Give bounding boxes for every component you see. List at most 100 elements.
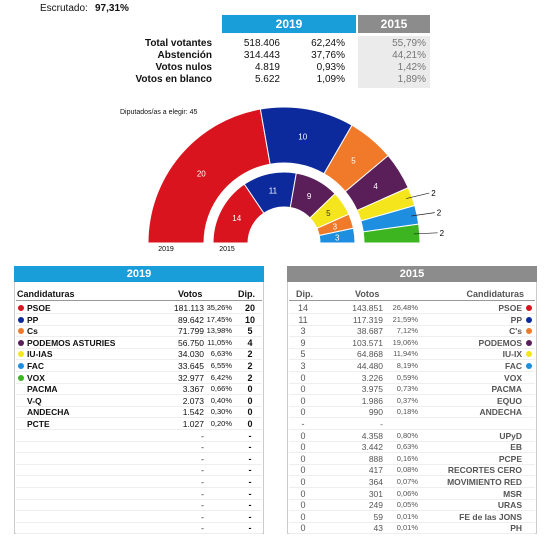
row-rule: [16, 521, 262, 523]
row-rule: [289, 510, 535, 512]
row-rule: [289, 521, 535, 523]
summary-pct-prev: 1,42%: [397, 62, 426, 73]
table-title: 2019: [14, 266, 264, 282]
party-name: VOX: [504, 372, 522, 383]
party-name: PH: [510, 523, 522, 534]
votes: 888: [368, 453, 383, 464]
seats: 20: [244, 303, 255, 313]
seat-arc: [147, 108, 271, 244]
votes: 301: [368, 488, 383, 499]
votes: -: [201, 488, 204, 499]
vote-pct: 13,98%: [206, 326, 232, 336]
party-name: PCTE: [27, 419, 50, 429]
vote-pct: 0,73%: [396, 384, 418, 394]
row-rule: [16, 498, 262, 500]
column-header: Candidaturas: [466, 289, 524, 299]
party-name: PSOE: [498, 303, 522, 313]
seat-arc: [318, 227, 356, 244]
party-dot: [526, 351, 532, 358]
party-name: IU-IAS: [27, 349, 53, 360]
row-rule: [289, 359, 535, 361]
votes: 71.799: [178, 326, 204, 337]
summary-year: 2015: [358, 15, 430, 33]
seats: 0: [300, 500, 306, 511]
vote-pct: 21,59%: [392, 314, 418, 324]
party-dot: [526, 316, 532, 323]
votes: 3.367: [182, 384, 204, 395]
party-dot: [18, 328, 24, 335]
summary-votes: 314.443: [243, 50, 280, 61]
vote-pct: 6,55%: [210, 361, 232, 370]
vote-pct: 0,66%: [210, 384, 232, 394]
row-rule: [16, 475, 262, 477]
row-rule: [16, 371, 262, 372]
column-header: Votos: [355, 289, 380, 299]
summary-label: Votos nulos: [155, 62, 212, 73]
row-rule: [16, 417, 262, 419]
party-name: EQUO: [496, 395, 522, 406]
party-name: PODEMOS: [478, 337, 522, 348]
seats: 4: [247, 337, 253, 348]
summary-label: Total votantes: [144, 38, 212, 49]
vote-pct: 0,63%: [396, 442, 418, 452]
vote-pct: 7,12%: [396, 326, 418, 336]
row-rule: [16, 440, 262, 442]
seats: -: [248, 465, 252, 476]
summary-pct-prev: 1,89%: [397, 74, 426, 85]
vote-pct: 0,16%: [396, 453, 418, 463]
seats: 2: [247, 361, 253, 371]
header-rule: [16, 300, 262, 301]
row-rule: [289, 371, 535, 372]
seat-label: 11: [269, 187, 278, 196]
row-rule: [289, 487, 535, 488]
seats: 0: [300, 395, 306, 406]
summary-pct: 1,09%: [316, 74, 345, 85]
row-rule: [289, 313, 535, 314]
leader-line: [411, 212, 435, 217]
summary-votes: 5.622: [254, 74, 280, 85]
seats: 0: [247, 419, 253, 429]
row-rule: [16, 324, 262, 326]
votes: -: [201, 511, 204, 522]
vote-pct: 26,48%: [392, 303, 418, 312]
party-name: PODEMOS ASTURIES: [27, 337, 116, 348]
row-rule: [16, 463, 262, 465]
party-name: IU-IX: [502, 349, 522, 360]
votes: 364: [368, 477, 383, 487]
summary-label: Abstención: [157, 50, 212, 61]
votes: 44.480: [357, 361, 383, 371]
party-name: FAC: [505, 361, 522, 371]
votes: 43: [373, 523, 383, 534]
party-name: UPyD: [499, 430, 522, 441]
row-rule: [289, 394, 535, 396]
party-name: EB: [510, 442, 522, 453]
party-name: URAS: [497, 500, 522, 511]
row-rule: [289, 382, 535, 384]
vote-pct: 0,18%: [396, 407, 418, 417]
party-name: FAC: [27, 361, 44, 371]
seat-label: 3: [335, 233, 340, 242]
party-dot: [18, 305, 24, 311]
row-rule: [16, 510, 262, 512]
row-rule: [289, 475, 535, 477]
party-name: PCPE: [498, 453, 522, 464]
seat-label: 5: [351, 156, 356, 165]
votes: 1.027: [182, 419, 204, 429]
row-rule: [16, 382, 262, 384]
vote-pct: 6,63%: [210, 349, 232, 359]
votes: -: [380, 419, 383, 429]
row-rule: [289, 324, 535, 326]
votes: 1.542: [182, 407, 204, 418]
votes: 56.750: [178, 337, 204, 348]
seats: 0: [300, 523, 306, 534]
votes: -: [201, 442, 204, 453]
party-dot: [526, 339, 532, 346]
seat-label: 4: [373, 182, 378, 191]
seats: 0: [300, 488, 306, 499]
party-name: Cs: [27, 326, 38, 337]
votes: 89.642: [178, 314, 204, 325]
votes: 103.571: [352, 337, 383, 348]
votes: 181.113: [173, 303, 204, 313]
vote-pct: 0,01%: [396, 511, 418, 521]
party-name: RECORTES CERO: [447, 465, 522, 476]
